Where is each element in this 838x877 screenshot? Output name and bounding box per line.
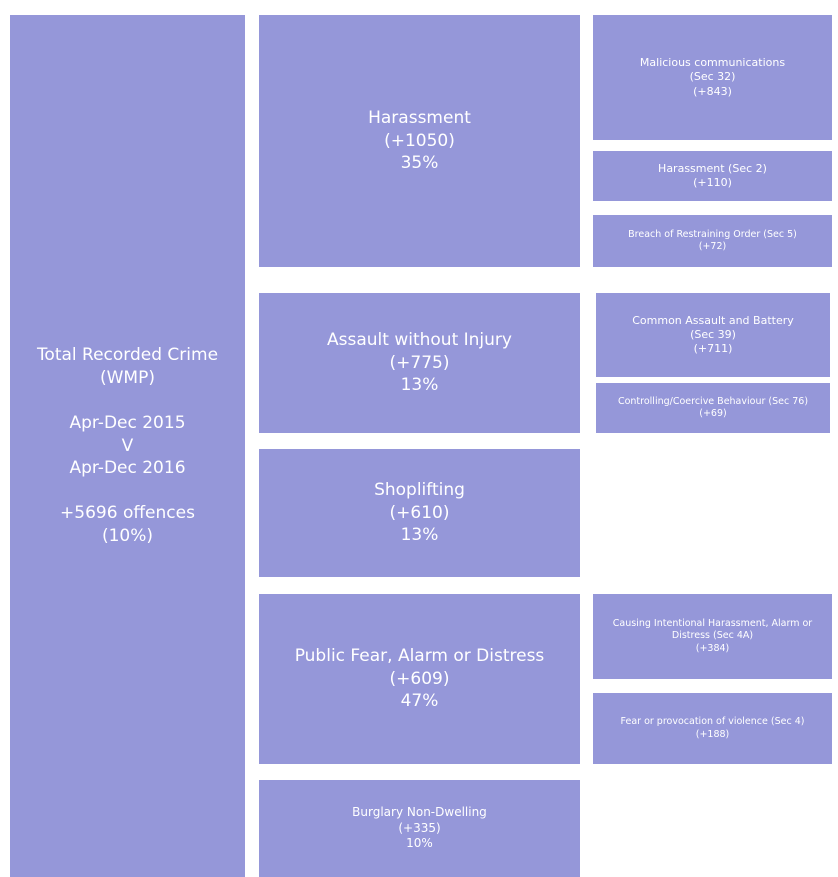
label: (+775): [389, 352, 450, 373]
label: 47%: [400, 691, 439, 712]
label: Fear or provocation of violence (Sec 4): [620, 716, 805, 728]
label: 13%: [400, 375, 439, 396]
label: (+610): [389, 502, 450, 523]
subcategory-box: Malicious communications (Sec 32) (+843): [593, 15, 832, 140]
label: Common Assault and Battery: [632, 313, 794, 327]
category-box: Harassment (+1050) 35%: [259, 15, 580, 267]
category-box: Shoplifting (+610) 13%: [259, 449, 580, 577]
label: +5696 offences: [60, 503, 195, 524]
label: (+609): [389, 668, 450, 689]
label: Causing Intentional Harassment, Alarm or…: [612, 617, 813, 642]
label: Apr-Dec 2016: [69, 458, 186, 479]
label: (+711): [693, 342, 733, 356]
label: 10%: [406, 836, 433, 851]
label: (+69): [699, 408, 727, 419]
category-box: Public Fear, Alarm or Distress (+609) 47%: [259, 594, 580, 764]
label: Public Fear, Alarm or Distress: [294, 645, 545, 666]
total-box: Total Recorded Crime (WMP) Apr-Dec 2015 V A…: [10, 15, 245, 877]
label: (Sec 32): [689, 70, 736, 84]
label: Burglary Non-Dwelling: [352, 805, 487, 820]
label: (+188): [695, 728, 730, 740]
label: (+110): [693, 176, 732, 189]
label: Assault without Injury: [327, 329, 512, 350]
label: Malicious communications: [639, 56, 786, 70]
label: Shoplifting: [374, 479, 465, 500]
label: Total Recorded Crime: [36, 344, 219, 365]
label: (+1050): [384, 130, 455, 151]
label: V: [121, 435, 134, 456]
label: Harassment (Sec 2): [658, 161, 767, 175]
label: Apr-Dec 2015: [69, 412, 186, 433]
label: (10%): [101, 526, 154, 547]
label: (+335): [398, 820, 441, 835]
label: (+843): [693, 84, 732, 98]
category-box: Burglary Non-Dwelling (+335) 10%: [259, 780, 580, 877]
subcategory-box: Harassment (Sec 2) (+110): [593, 151, 832, 201]
subcategory-box: Fear or provocation of violence (Sec 4)(…: [593, 693, 832, 764]
subcategory-box: Controlling/Coercive Behaviour (Sec 76)(…: [596, 383, 830, 433]
subcategory-box: Breach of Restraining Order (Sec 5) (+72): [593, 215, 832, 267]
label: Harassment: [368, 107, 471, 128]
label: (WMP): [99, 367, 155, 388]
label: Breach of Restraining Order (Sec 5): [628, 228, 797, 240]
label: Controlling/Coercive Behaviour (Sec 76): [617, 395, 809, 407]
label: (+72): [698, 241, 727, 252]
label: (+384): [695, 642, 730, 654]
label: 35%: [400, 153, 439, 174]
label: 13%: [400, 525, 439, 546]
label: (Sec 39): [690, 327, 736, 341]
category-box: Assault without Injury (+775) 13%: [259, 293, 580, 433]
subcategory-box: Common Assault and Battery (Sec 39) (+711): [596, 293, 830, 377]
subcategory-box: Causing Intentional Harassment, Alarm or…: [593, 594, 832, 679]
